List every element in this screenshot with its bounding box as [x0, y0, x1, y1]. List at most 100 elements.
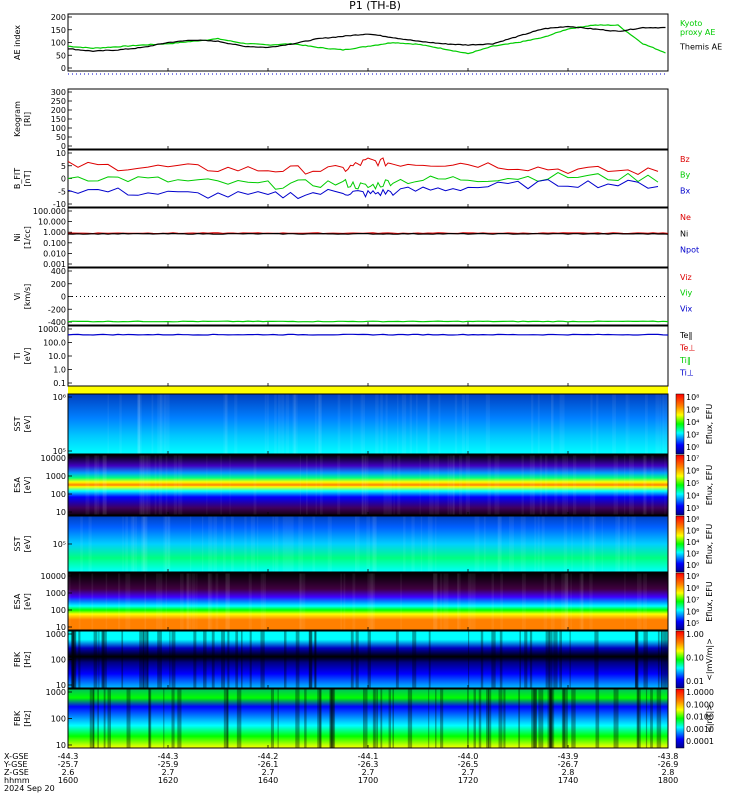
legend-By: By — [680, 171, 690, 180]
spectrogram-stripe — [165, 455, 168, 515]
spectrogram-stripe — [96, 455, 100, 515]
spectrogram-stripe — [226, 689, 229, 748]
y-tick-label: 300 — [51, 88, 66, 97]
spectrogram-stripe — [102, 631, 107, 688]
spectrogram-stripe — [71, 631, 75, 688]
spectrogram-stripe — [601, 516, 603, 572]
spectrogram-stripe — [107, 689, 111, 748]
colorbar-tick-label: 0.01 — [686, 677, 704, 686]
legend-Viy: Viy — [680, 289, 693, 298]
spectrogram-stripe — [234, 394, 238, 454]
spectrogram-fbk_b — [68, 689, 668, 748]
colorbar-tick-label: 10⁰ — [686, 443, 699, 452]
y-tick-label: -200 — [48, 305, 66, 314]
spectrogram-stripe — [85, 455, 90, 515]
spectrogram-stripe — [549, 689, 551, 748]
spectrogram-stripe — [360, 394, 363, 454]
y-axis-unit: [eV] — [23, 477, 32, 494]
spectrogram-stripe — [427, 394, 430, 454]
spectrogram-stripe — [521, 573, 526, 630]
x-row-label: Y-GSE — [3, 760, 27, 769]
y-tick-label: 0.010 — [43, 249, 66, 258]
spectrogram-stripe — [519, 631, 521, 688]
spectrogram-stripe — [118, 573, 121, 630]
spectrogram-stripe — [263, 573, 266, 630]
spectrogram-stripe — [102, 455, 107, 515]
spectrogram-stripe — [625, 394, 629, 454]
spectrogram-stripe — [503, 689, 506, 748]
spectrogram-stripe — [440, 573, 443, 630]
spectrogram-stripe — [434, 455, 440, 515]
spectrogram-stripe — [553, 631, 558, 688]
spectrogram-stripe — [337, 455, 341, 515]
spectrogram-sst_i — [68, 394, 668, 454]
spectrogram-stripe — [663, 394, 668, 454]
spectrogram-stripe — [499, 631, 503, 688]
colorbar — [675, 572, 685, 631]
spectrogram-stripe — [565, 573, 569, 630]
spectrogram-stripe — [643, 455, 647, 515]
x-tick-label: -26.7 — [558, 760, 579, 769]
spectrogram-stripe — [146, 631, 148, 688]
spectrogram-stripe — [165, 573, 168, 630]
spectrogram-stripe — [548, 631, 553, 688]
colorbar — [675, 454, 685, 516]
spectrogram-stripe — [331, 689, 335, 748]
spectrogram-stripe — [631, 516, 636, 572]
spectrogram-stripe — [547, 689, 553, 748]
x-row-label: hhmm — [4, 776, 30, 785]
y-tick-label: 100 — [51, 124, 66, 133]
spectrogram-stripe — [509, 516, 514, 572]
colorbar-tick-label: 10² — [686, 550, 699, 559]
spectrogram-stripe — [308, 631, 313, 688]
spectrogram-stripe — [92, 689, 94, 748]
spectrogram-stripe — [329, 689, 333, 748]
legend-Ti⊥: Ti⊥ — [679, 369, 694, 378]
spectrogram-stripe — [189, 516, 192, 572]
spectrogram-stripe — [491, 631, 496, 688]
spectrogram-stripe — [193, 631, 197, 688]
spectrogram-stripe — [592, 516, 596, 572]
spectrogram-stripe — [355, 631, 359, 688]
spectrogram-stripe — [637, 689, 640, 748]
spectrogram-stripe — [355, 516, 360, 572]
y-tick-label: -400 — [48, 318, 66, 327]
spectrogram-stripe — [319, 689, 322, 748]
spectrogram-stripe — [119, 394, 122, 454]
colorbar-tick-label: 0.0010 — [686, 725, 714, 734]
spectrogram-stripe — [486, 689, 490, 748]
spectrogram-stripe — [664, 631, 668, 688]
legend-Ne: Ne — [680, 213, 691, 222]
y-tick-label: 10 — [56, 681, 66, 690]
spectrogram-stripe — [559, 631, 562, 688]
x-tick-label: 1600 — [58, 776, 78, 785]
x-tick-label: 1640 — [258, 776, 278, 785]
spectrogram-stripe — [529, 455, 534, 515]
y-tick-label: 1.0 — [53, 366, 66, 375]
spectrogram-stripe — [624, 573, 626, 630]
spectrogram-stripe — [385, 394, 388, 454]
panel-bfield: 10 5 0 -5 -10 B_FIT [nT] Bz By Bx — [13, 149, 690, 209]
colorbar-tick-label: 10⁷ — [686, 596, 699, 605]
spectrogram-stripe — [139, 631, 144, 688]
spectrogram-stripe — [295, 631, 300, 688]
spectrogram-stripe — [178, 455, 183, 515]
y-tick-label: 1000 — [46, 688, 66, 697]
spectrogram-stripe — [72, 631, 77, 688]
y-tick-label: 10 — [56, 623, 66, 632]
y-tick-label: 10⁵ — [53, 540, 66, 549]
spectrogram-stripe — [409, 394, 413, 454]
spectrogram-stripe — [157, 631, 162, 688]
y-tick-label: 250 — [51, 97, 66, 106]
legend-Ni: Ni — [680, 229, 688, 238]
spectrogram-stripe — [224, 394, 228, 454]
spectrogram-stripe — [590, 455, 593, 515]
spectrogram-stripe — [146, 455, 151, 515]
x-tick-label: 2.7 — [262, 768, 275, 777]
spectrogram-stripe — [380, 394, 383, 454]
y-tick-label: 10⁵ — [53, 447, 66, 456]
spectrogram-stripe — [98, 631, 100, 688]
spectrogram-stripe — [121, 631, 124, 688]
spectrogram-stripe — [319, 455, 323, 515]
